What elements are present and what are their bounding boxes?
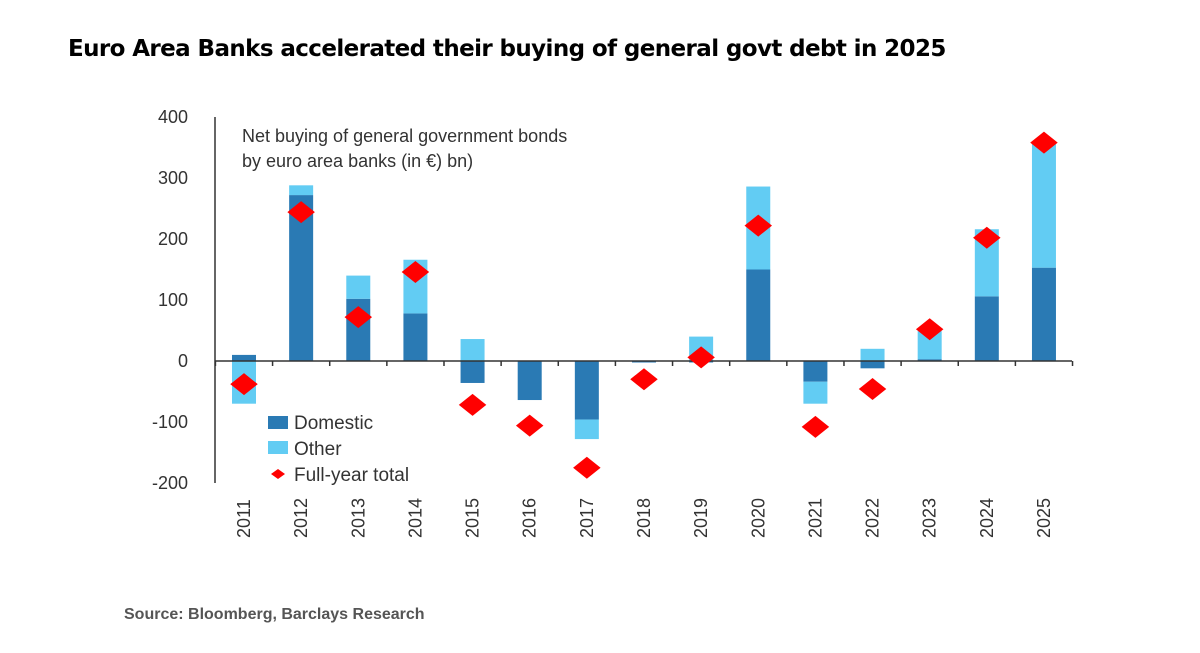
total-marker <box>573 456 601 479</box>
x-tick-label: 2024 <box>977 498 997 538</box>
domestic-bar <box>746 269 771 361</box>
other-bar <box>574 419 599 440</box>
y-tick-label: -100 <box>152 412 188 432</box>
legend-swatch-other <box>268 441 288 454</box>
domestic-bar <box>403 313 428 361</box>
chart-title: Euro Area Banks accelerated their buying… <box>68 36 946 62</box>
other-bar <box>346 275 371 299</box>
x-tick-label: 2015 <box>463 498 483 538</box>
x-tick-label: 2013 <box>348 498 368 538</box>
domestic-bar <box>917 359 942 361</box>
x-tick-label: 2016 <box>520 498 540 538</box>
source-note: Source: Bloomberg, Barclays Research <box>124 606 425 623</box>
x-tick-label: 2014 <box>405 498 425 538</box>
legend-marker-total <box>271 469 285 479</box>
total-marker <box>744 214 773 237</box>
total-marker <box>973 226 1001 249</box>
domestic-bar <box>803 361 828 382</box>
x-tick-label: 2011 <box>234 499 254 538</box>
other-bar <box>289 185 314 196</box>
domestic-bar <box>460 361 485 383</box>
total-marker <box>858 378 887 401</box>
x-tick-label: 2022 <box>863 498 883 538</box>
y-tick-label: -200 <box>152 473 188 493</box>
legend-label-other: Other <box>294 439 342 460</box>
total-marker <box>915 318 944 341</box>
other-bar <box>860 348 885 361</box>
x-tick-label: 2017 <box>577 498 597 538</box>
domestic-bar <box>1031 267 1056 361</box>
total-marker <box>515 414 544 437</box>
x-tick-label: 2012 <box>291 498 311 538</box>
other-bar <box>803 381 828 404</box>
total-marker <box>287 201 315 224</box>
total-marker <box>458 393 487 416</box>
legend-swatch-domestic <box>268 416 288 429</box>
y-tick-label: 200 <box>158 229 188 249</box>
x-tick-label: 2018 <box>634 498 654 538</box>
total-marker <box>401 260 430 283</box>
x-tick-label: 2023 <box>920 498 940 538</box>
domestic-bar <box>974 296 999 361</box>
chart-annotation: by euro area banks (in €) bn) <box>242 151 473 171</box>
legend-label-domestic: Domestic <box>294 413 373 434</box>
y-tick-label: 300 <box>158 168 188 188</box>
legend-label-total: Full-year total <box>294 465 409 486</box>
total-marker <box>1030 131 1058 154</box>
y-tick-label: 0 <box>178 351 188 371</box>
x-tick-label: 2025 <box>1034 498 1054 538</box>
other-bar <box>460 339 485 361</box>
y-tick-label: 100 <box>158 290 188 310</box>
y-tick-label: 400 <box>158 107 188 127</box>
domestic-bar <box>517 361 542 401</box>
other-bar <box>1031 143 1056 268</box>
x-tick-label: 2020 <box>748 498 768 538</box>
total-marker <box>687 346 715 369</box>
domestic-bar <box>860 361 885 369</box>
total-marker <box>230 373 258 396</box>
total-marker <box>801 415 830 438</box>
total-marker <box>630 368 658 391</box>
chart-annotation: Net buying of general government bonds <box>242 126 567 146</box>
domestic-bar <box>574 361 599 420</box>
total-marker <box>344 306 373 329</box>
x-tick-label: 2019 <box>691 498 711 538</box>
domestic-bar <box>232 354 256 361</box>
x-tick-label: 2021 <box>805 498 825 538</box>
